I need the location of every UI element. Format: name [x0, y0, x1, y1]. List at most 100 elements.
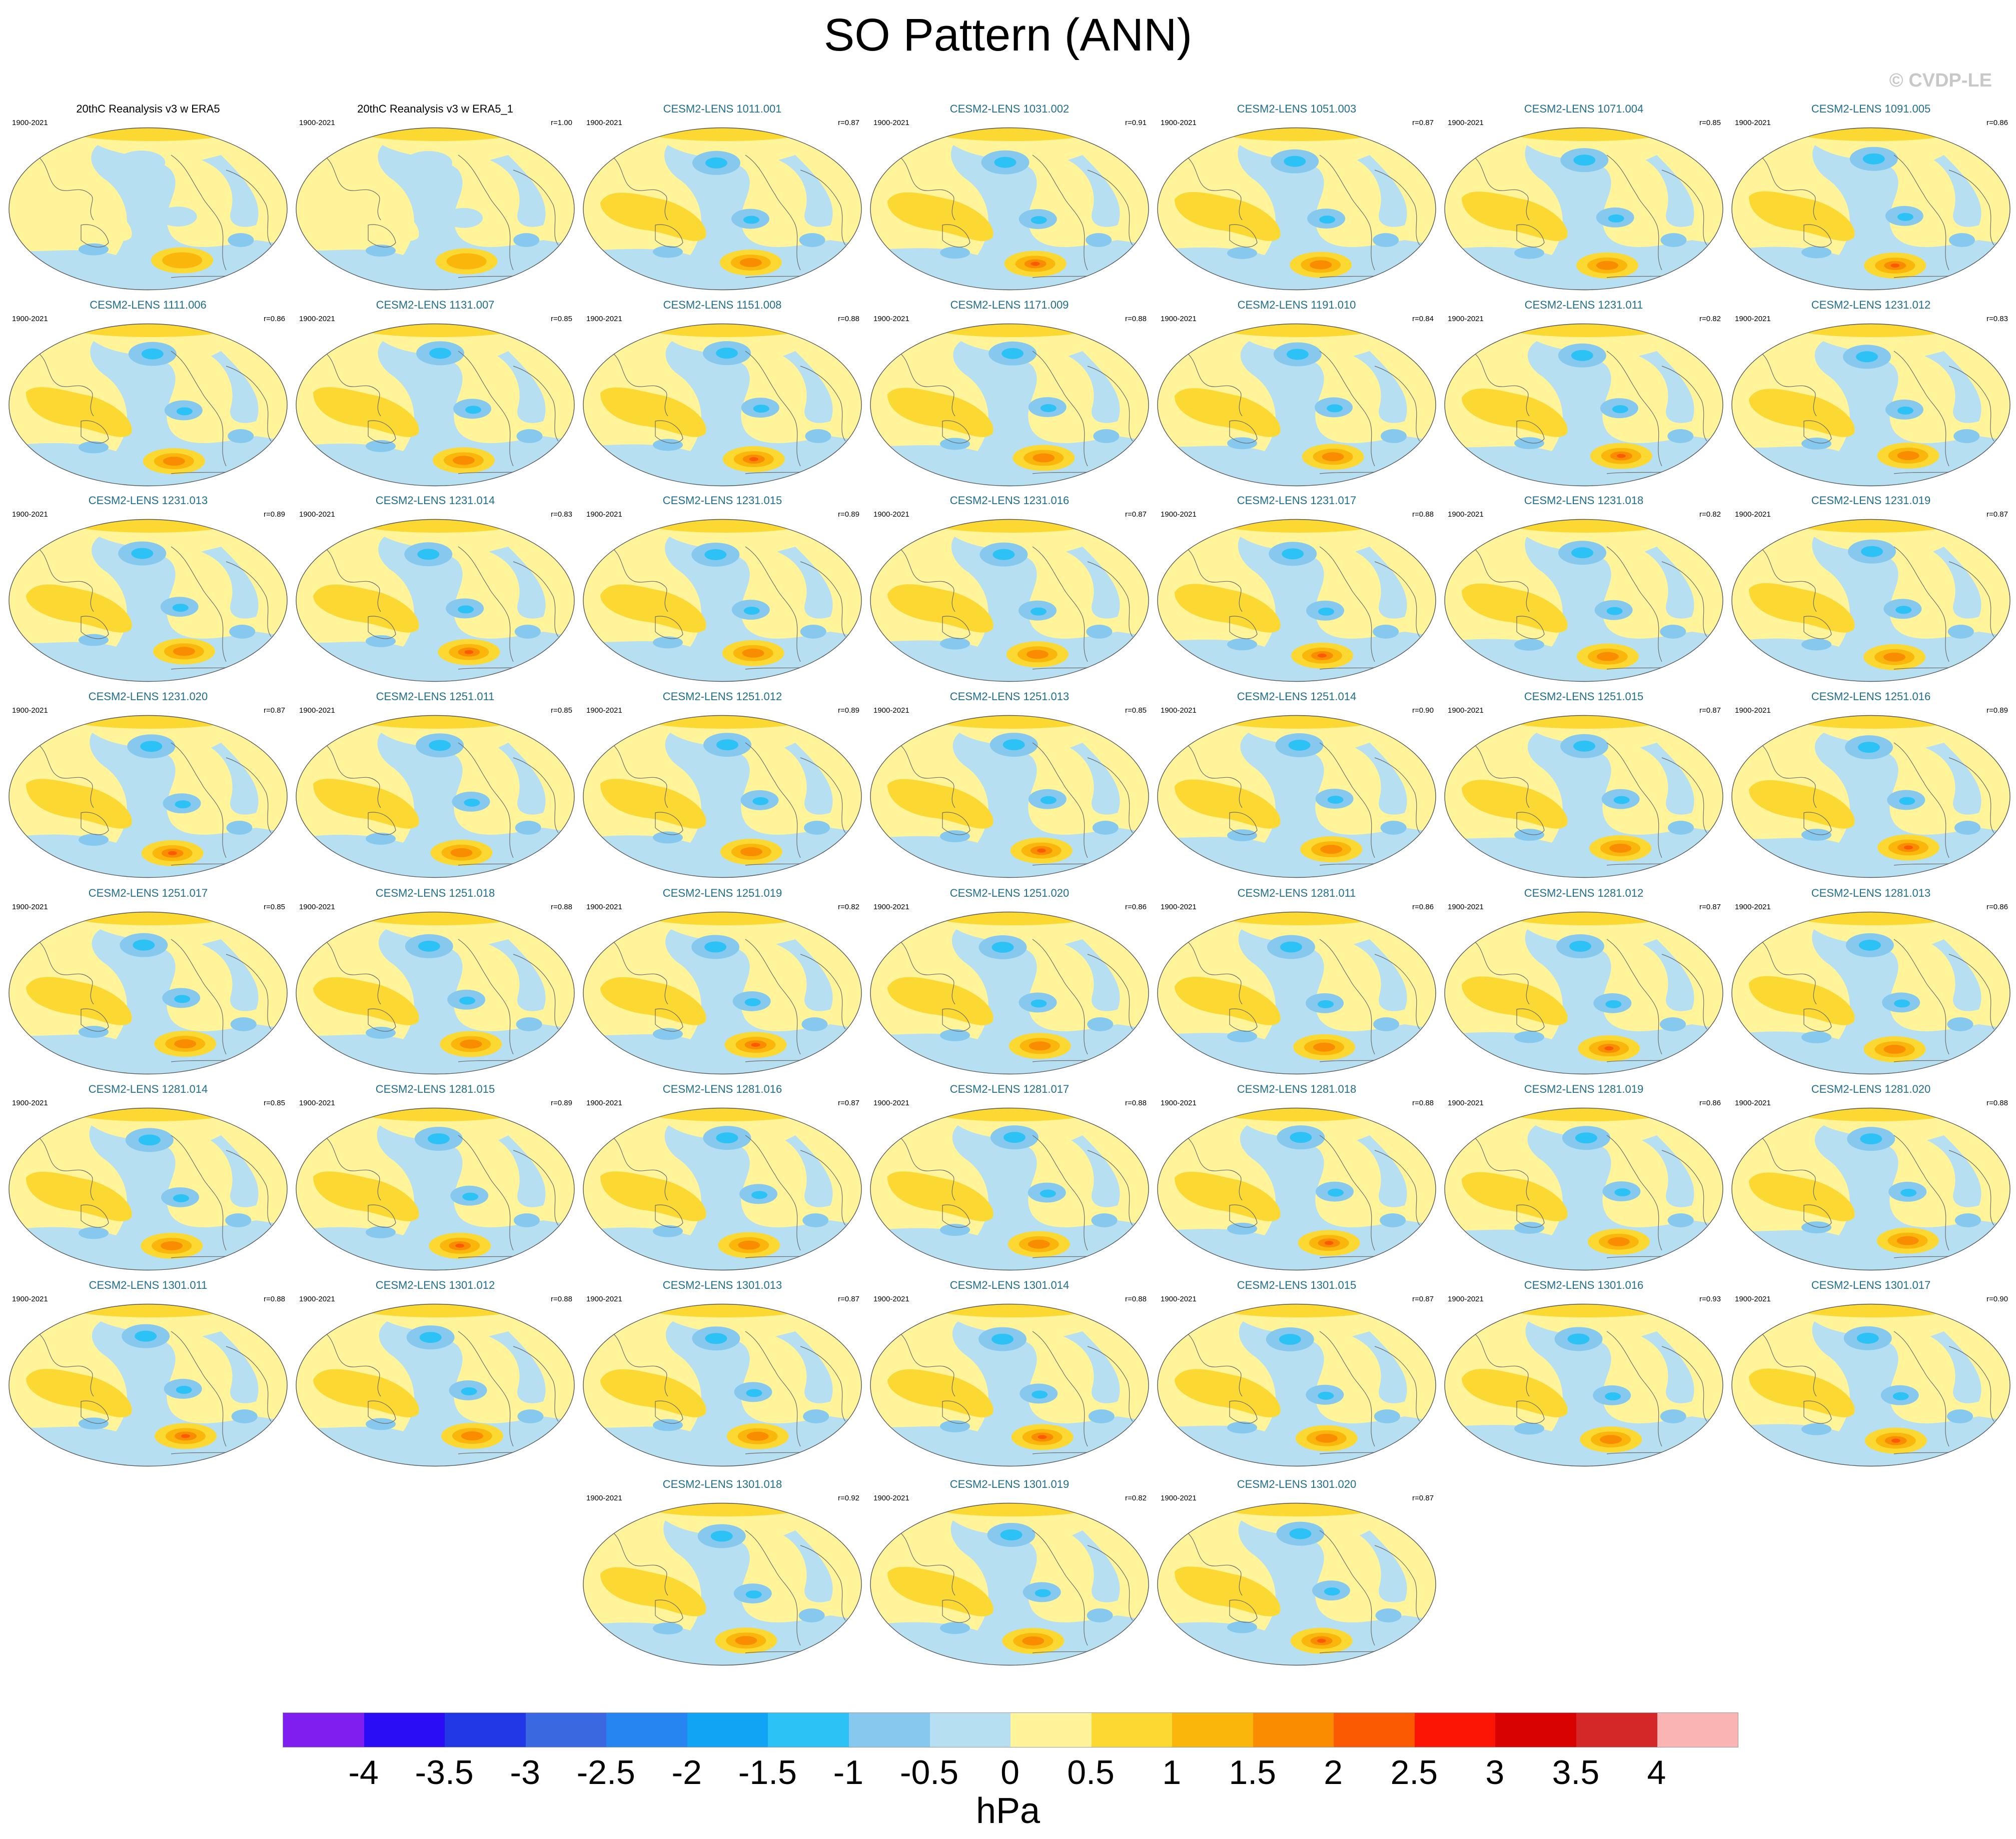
colorbar-segment — [364, 1713, 445, 1747]
map-region-pos-medium — [600, 1171, 706, 1221]
coastline-africa-europe — [800, 1150, 846, 1226]
panel-title: CESM2-LENS 1251.012 — [662, 690, 782, 703]
map-region-neg-medium — [79, 1417, 109, 1430]
coastline-asia — [610, 351, 668, 417]
map-region-neg-light — [9, 1321, 287, 1466]
panel-correlation: r=0.87 — [1699, 706, 1721, 715]
map-region-neg-strong — [751, 1191, 768, 1199]
map-region-pos-strongest — [1891, 1438, 1900, 1443]
map-region-pos-medium — [887, 977, 993, 1025]
panel-years: 1900-2021 — [873, 510, 909, 519]
map-region-neg-medium — [653, 1419, 683, 1431]
map-region-pos-medium — [358, 715, 518, 729]
map-region-neg-strong — [716, 1132, 738, 1144]
map-region-neg-medium — [653, 246, 683, 258]
map-region-neg-light — [583, 537, 861, 682]
map-region-pos-stronger — [174, 1039, 197, 1049]
map-panel: CESM2-LENS 1301.015 1900-2021 r=0.87 — [1155, 1279, 1439, 1469]
map-panel: CESM2-LENS 1281.012 1900-2021 r=0.87 — [1442, 887, 1726, 1077]
coastline-americas — [1319, 939, 1375, 1055]
panel-title: CESM2-LENS 1231.011 — [1524, 299, 1643, 311]
panel-correlation: r=0.87 — [1412, 119, 1434, 127]
map-region-neg-light — [201, 547, 259, 619]
map-region-pos-medium — [1175, 388, 1281, 437]
map-border — [1444, 1303, 1723, 1467]
map-panel: CESM2-LENS 1231.013 1900-2021 r=0.89 — [6, 494, 290, 684]
map-region-neg-light — [1931, 939, 1981, 1011]
map-region-neg-light — [1732, 537, 2010, 682]
map-region-neg-light — [1445, 1321, 1723, 1466]
map-region-neg-medium — [366, 1027, 396, 1039]
colorbar-tick-label: 3.5 — [1552, 1753, 1600, 1791]
panel-title: CESM2-LENS 1301.012 — [375, 1279, 495, 1291]
coastline-americas — [458, 1331, 514, 1447]
map-region-neg-strong — [745, 1590, 762, 1599]
map-region-neg-light — [1642, 939, 1694, 1011]
map-region-neg-light — [1445, 341, 1723, 486]
map-region-pos-medium — [1507, 1108, 1667, 1121]
map-projection — [870, 1107, 1149, 1271]
map-region-neg-medium — [1227, 437, 1257, 450]
map-region-neg-medium — [228, 233, 254, 247]
coastline-americas — [1893, 155, 1949, 271]
panel-correlation: r=0.85 — [264, 1099, 285, 1107]
map-region-pos-medium — [1794, 912, 1954, 925]
map-region-neg-strong — [462, 1192, 479, 1201]
map-panel: CESM2-LENS 1251.020 1900-2021 r=0.86 — [867, 887, 1152, 1077]
panel-years: 1900-2021 — [873, 903, 909, 911]
map-region-neg-light — [1732, 733, 2010, 878]
map-region-neg-light — [776, 939, 833, 1011]
coastline-africa-europe — [1087, 170, 1133, 246]
map-region-pos-strongest — [1324, 1241, 1334, 1245]
map-projection — [870, 715, 1149, 878]
panel-correlation: r=0.88 — [1125, 315, 1147, 323]
panel-title: CESM2-LENS 1281.015 — [375, 1083, 495, 1095]
map-region-pos-medium — [1794, 1304, 1954, 1317]
map-panel: CESM2-LENS 1251.017 1900-2021 r=0.85 — [6, 887, 290, 1077]
coastline-asia — [1758, 546, 1817, 612]
coastline-americas — [1893, 939, 1949, 1055]
map-border — [870, 127, 1149, 291]
map-region-pos-medium — [1462, 192, 1568, 241]
coastline-asia — [1184, 546, 1243, 612]
coastline-australia — [81, 1008, 109, 1032]
map-region-neg-strong — [1327, 1188, 1344, 1197]
map-panel: CESM2-LENS 1231.017 1900-2021 r=0.88 — [1155, 494, 1439, 684]
coastline-asia — [36, 351, 94, 417]
panel-correlation: r=0.87 — [264, 706, 285, 715]
coastline-americas — [171, 155, 227, 271]
map-region-neg-strong — [992, 549, 1015, 560]
panel-years: 1900-2021 — [1448, 119, 1484, 127]
map-panel: CESM2-LENS 1131.007 1900-2021 r=0.85 — [293, 299, 577, 489]
map-region-pos-medium — [1794, 715, 1954, 729]
map-region-neg-strong — [461, 1387, 477, 1395]
colorbar-tick-label: 3 — [1485, 1753, 1505, 1791]
map-region-pos-medium — [358, 519, 518, 533]
panel-correlation: r=0.87 — [838, 1099, 859, 1107]
coastline-africa-europe — [1661, 954, 1707, 1030]
map-region-neg-light — [1926, 1135, 1981, 1207]
map-region-neg-medium — [1954, 1213, 1981, 1227]
map-region-neg-light — [1641, 1331, 1694, 1403]
map-projection — [1157, 715, 1436, 878]
map-region-neg-strong — [743, 607, 760, 615]
map-region-neg-strong — [458, 605, 474, 614]
coastline-africa-europe — [1374, 561, 1420, 637]
panel-correlation: r=0.87 — [1986, 510, 2008, 519]
map-region-neg-strong — [1613, 796, 1630, 804]
map-region-neg-light — [1068, 155, 1120, 227]
colorbar-tick-label: 0 — [1000, 1753, 1020, 1791]
map-region-neg-strong — [1279, 1333, 1301, 1345]
map-region-neg-light — [9, 145, 287, 290]
map-region-neg-medium — [516, 1017, 542, 1031]
map-region-pos-medium — [1794, 1108, 1954, 1121]
map-border — [296, 715, 575, 878]
map-projection — [1444, 1107, 1723, 1271]
map-region-neg-strong — [1571, 547, 1594, 559]
colorbar-unit-label: hPa — [975, 1791, 1041, 1831]
coastline-africa-europe — [226, 954, 272, 1030]
map-region-pos-medium — [71, 1304, 231, 1317]
coastline-australia — [1516, 616, 1545, 639]
map-panel: CESM2-LENS 1251.014 1900-2021 r=0.90 — [1155, 690, 1439, 880]
coastline-americas — [745, 742, 801, 858]
